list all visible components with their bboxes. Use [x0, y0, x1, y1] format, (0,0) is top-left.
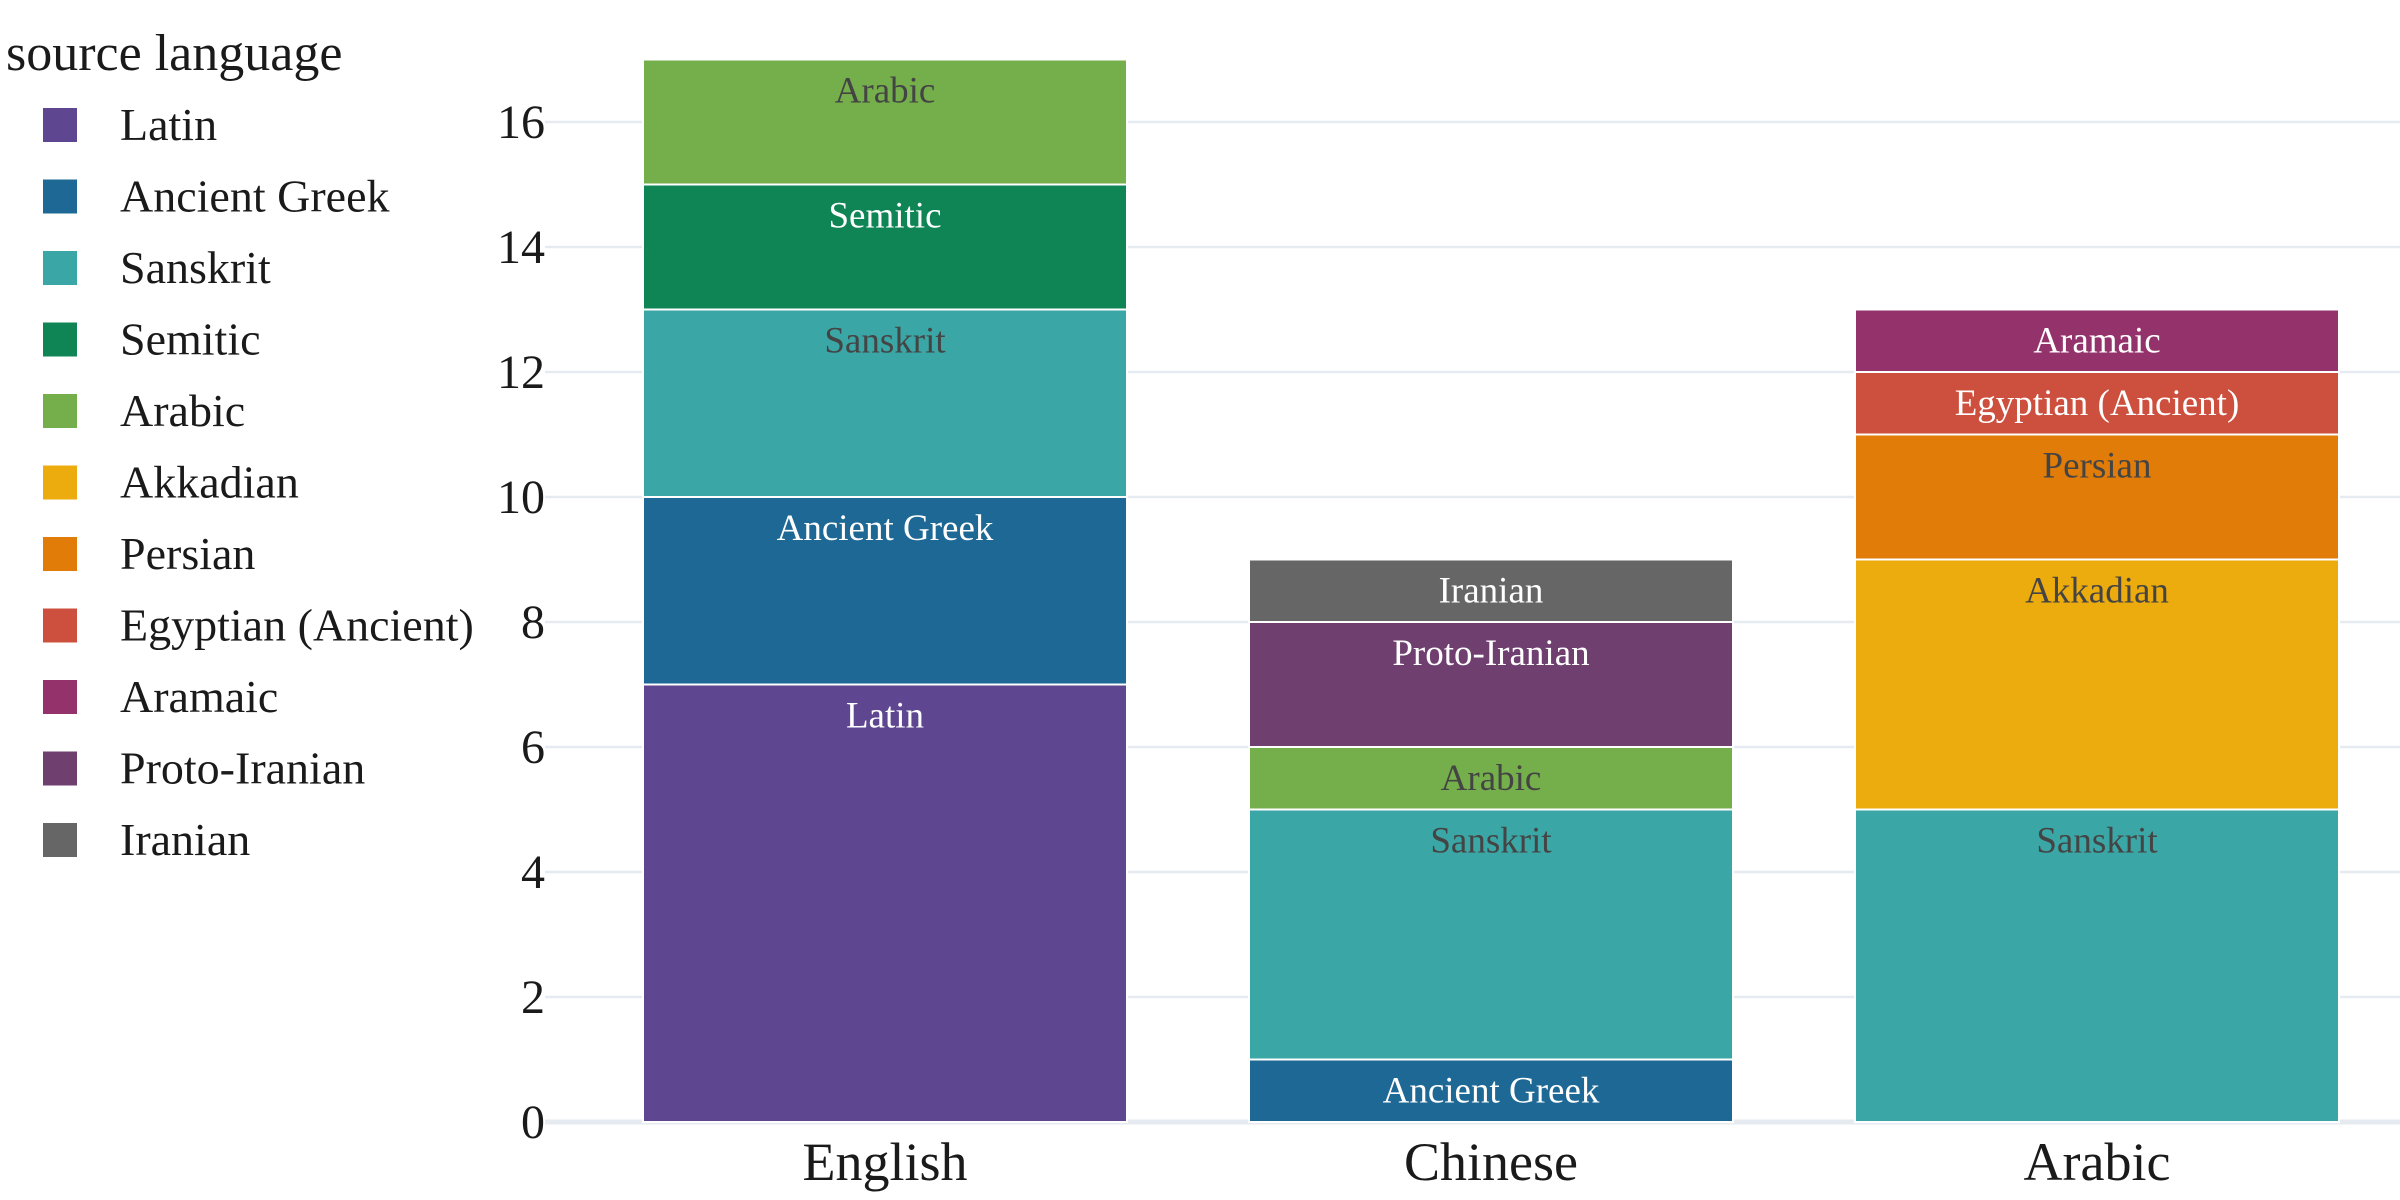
bar-segment	[642, 183, 1128, 311]
bar-segment-label: Proto-Iranian	[1392, 633, 1589, 674]
bar-segment-label: Ancient Greek	[1383, 1071, 1600, 1112]
legend-item-label: Ancient Greek	[120, 171, 390, 222]
legend-item-label: Latin	[120, 99, 217, 150]
legend-item-label: Aramaic	[120, 671, 278, 722]
bar-segment-label: Aramaic	[2033, 321, 2160, 362]
legend-item-label: Iranian	[120, 814, 250, 865]
legend-swatch	[43, 179, 77, 214]
y-tick-label: 0	[521, 1096, 545, 1149]
legend-item-label: Proto-Iranian	[120, 743, 365, 794]
bar-segment-label: Semitic	[828, 196, 941, 237]
bar-segment-label: Sanskrit	[824, 321, 946, 362]
legend-swatch	[43, 680, 77, 714]
legend-item-label: Persian	[120, 528, 255, 579]
legend-swatch	[43, 394, 77, 428]
y-tick-label: 14	[497, 221, 545, 274]
y-tick-label: 16	[497, 96, 545, 149]
bar-segment	[1854, 558, 2340, 811]
bar-segment	[1854, 308, 2340, 373]
y-axis: 0 2 4 6 8 10 12 14 16	[497, 96, 545, 1149]
x-axis: English Chinese Arabic	[802, 1132, 2170, 1192]
x-tick-label: Chinese	[1404, 1132, 1578, 1192]
x-tick-label: Arabic	[2024, 1132, 2171, 1192]
bar-segment	[1248, 621, 1734, 748]
legend-swatch	[43, 322, 77, 357]
bar-segment-label: Sanskrit	[2036, 821, 2158, 862]
legend-item-label: Sanskrit	[120, 242, 271, 293]
bar-segment-label: Latin	[846, 696, 924, 737]
bar-segment-label: Arabic	[835, 71, 936, 112]
legend-item-label: Semitic	[120, 314, 261, 365]
bar-segment	[642, 496, 1128, 686]
x-tick-label: English	[802, 1132, 967, 1192]
bar-segment	[1854, 808, 2340, 1123]
bar-segment-label: Ancient Greek	[777, 508, 994, 549]
bar-segment	[1248, 746, 1734, 811]
bar-segment	[1248, 558, 1734, 623]
legend-item-label: Egyptian (Ancient)	[120, 600, 474, 651]
legend: source language Latin Ancient Greek Sanskr…	[6, 25, 474, 865]
bar-segment-label: Akkadian	[2025, 571, 2169, 612]
y-tick-label: 4	[521, 846, 545, 899]
bar-segment	[642, 683, 1128, 1123]
bars	[642, 58, 2340, 1123]
y-tick-label: 8	[521, 596, 545, 649]
y-tick-label: 10	[497, 471, 545, 524]
legend-swatch	[43, 751, 77, 786]
legend-item-label: Akkadian	[120, 457, 299, 508]
bar-segment	[642, 58, 1128, 186]
bar-segment	[642, 308, 1128, 498]
y-tick-label: 12	[497, 346, 545, 399]
legend-swatch	[43, 108, 77, 142]
segment-labels: Latin Ancient Greek Sanskrit Semitic Arabic A…	[777, 71, 2240, 1112]
legend-title: source language	[6, 25, 342, 82]
bar-segment-label: Persian	[2043, 446, 2152, 487]
bar-segment	[1854, 433, 2340, 561]
y-tick-label: 6	[521, 721, 545, 774]
y-tick-label: 2	[521, 971, 545, 1024]
bar-segment	[1854, 371, 2340, 436]
bar-segment-label: Iranian	[1439, 571, 1544, 612]
legend-swatch	[43, 465, 77, 500]
bar-segment-label: Arabic	[1441, 758, 1542, 799]
bar-segment	[1248, 1058, 1734, 1123]
legend-swatch	[43, 823, 77, 857]
bar-segment-label: Egyptian (Ancient)	[1955, 383, 2240, 424]
legend-swatch	[43, 608, 77, 643]
legend-swatch	[43, 251, 77, 285]
legend-swatch	[43, 537, 77, 571]
legend-item-label: Arabic	[120, 385, 245, 436]
bar-segment-label: Sanskrit	[1430, 821, 1552, 862]
